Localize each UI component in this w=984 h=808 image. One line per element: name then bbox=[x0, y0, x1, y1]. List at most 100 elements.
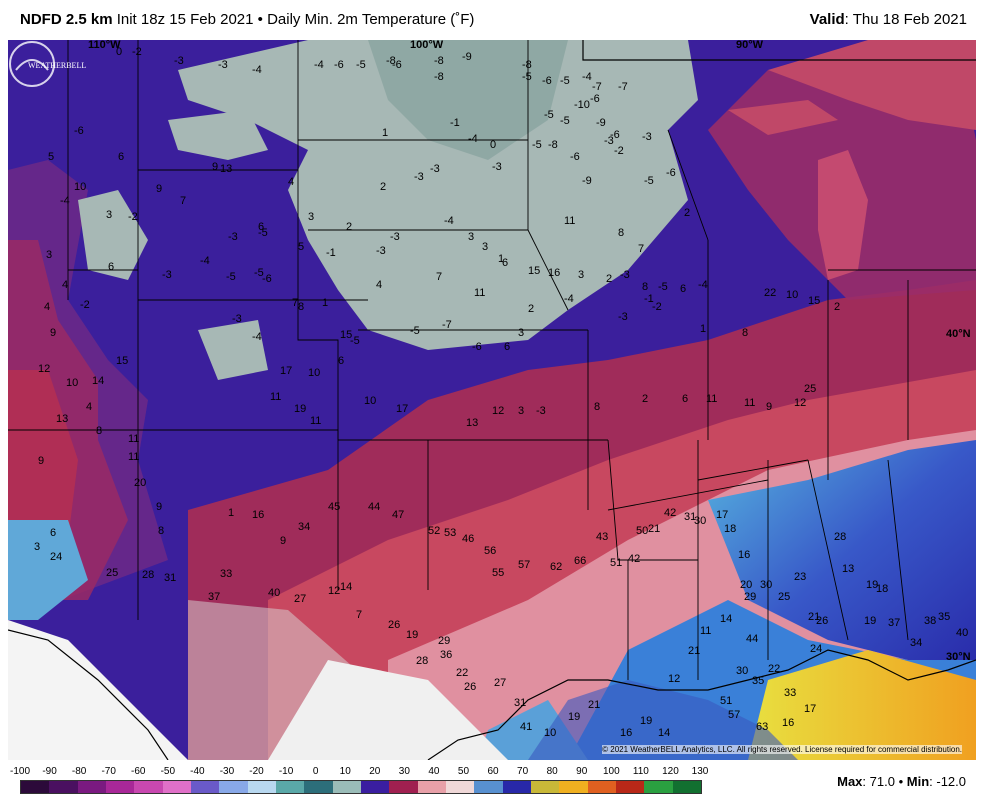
lat-label-30n: 30°N bbox=[946, 651, 971, 663]
station-value-label: 50 bbox=[636, 525, 648, 537]
station-value-label: 35 bbox=[752, 675, 764, 687]
station-value-label: 23 bbox=[794, 571, 806, 583]
station-value-label: 2 bbox=[380, 181, 386, 193]
station-value-label: 7 bbox=[356, 609, 362, 621]
station-value-label: -6 bbox=[610, 129, 620, 141]
colorbar-tick-label: 70 bbox=[517, 766, 529, 777]
station-value-label: -4 bbox=[252, 64, 262, 76]
station-value-label: 24 bbox=[810, 643, 822, 655]
colorbar-tick-label: 30 bbox=[398, 766, 410, 777]
station-value-label: 12 bbox=[668, 673, 680, 685]
station-value-label: 11 bbox=[270, 391, 281, 403]
station-value-label: 2 bbox=[834, 301, 840, 313]
colorbar-tick-label: 0 bbox=[312, 766, 319, 777]
wyoming-cold-patch bbox=[168, 110, 268, 160]
station-value-label: 16 bbox=[252, 509, 264, 521]
colorbar-swatch bbox=[360, 781, 390, 793]
station-value-label: 29 bbox=[744, 591, 756, 603]
station-value-label: -9 bbox=[582, 175, 592, 187]
station-value-label: -3 bbox=[218, 59, 228, 71]
station-value-label: 22 bbox=[456, 667, 468, 679]
bullet-sep: • bbox=[898, 774, 907, 789]
station-value-label: 27 bbox=[494, 677, 506, 689]
colorbar-tick-label: 130 bbox=[691, 766, 709, 777]
colorbar-swatch bbox=[672, 781, 701, 793]
station-value-label: -1 bbox=[450, 117, 460, 129]
station-value-label: -5 bbox=[226, 271, 236, 283]
station-value-label: -8 bbox=[434, 55, 444, 67]
temperature-map[interactable]: 110°W 100°W 90°W 40°N 30°N 0 -2 -3 -3 -4 -4 -6… bbox=[8, 40, 976, 760]
station-value-label: -3 bbox=[492, 161, 502, 173]
station-value-label: 16 bbox=[620, 727, 632, 739]
station-value-label: 3 bbox=[468, 231, 474, 243]
colorbar-swatch bbox=[304, 781, 333, 793]
station-value-label: 9 bbox=[212, 161, 218, 173]
station-value-label: 7 bbox=[180, 195, 186, 207]
station-value-label: -6 bbox=[392, 59, 402, 71]
station-value-label: 12 bbox=[38, 363, 50, 375]
station-value-label: -3 bbox=[414, 171, 424, 183]
station-value-label: -5 bbox=[544, 109, 554, 121]
station-value-label: 19 bbox=[640, 715, 652, 727]
station-value-label: 21 bbox=[648, 523, 660, 535]
station-value-label: -5 bbox=[258, 227, 268, 239]
station-value-label: 17 bbox=[280, 365, 292, 377]
lat-label-40n: 40°N bbox=[946, 328, 971, 340]
station-value-label: 40 bbox=[268, 587, 280, 599]
colorbar-tick-label: -80 bbox=[71, 766, 87, 777]
colorbar bbox=[20, 780, 702, 794]
station-value-label: 43 bbox=[596, 531, 608, 543]
station-value-label: 21 bbox=[588, 699, 600, 711]
logo-ring bbox=[9, 41, 55, 87]
colorbar-tick-label: -70 bbox=[101, 766, 116, 777]
colorbar-tick-label: 10 bbox=[339, 766, 351, 777]
station-value-label: 1 bbox=[498, 253, 504, 265]
station-value-label: 7 bbox=[638, 243, 644, 255]
colorbar-tick-label: 100 bbox=[602, 766, 620, 777]
station-value-label: -3 bbox=[618, 311, 628, 323]
colorbar-tick-label: 80 bbox=[546, 766, 558, 777]
mexico-land-south bbox=[268, 660, 508, 760]
init-time: Init 18z 15 Feb 2021 bbox=[116, 11, 254, 28]
colorbar-tick-label: 50 bbox=[457, 766, 470, 777]
copyright-notice: © 2021 WeatherBELL Analytics, LLC. All r… bbox=[602, 745, 962, 754]
station-value-label: 30 bbox=[694, 515, 706, 527]
lake-superior bbox=[728, 100, 838, 135]
station-value-label: 24 bbox=[50, 551, 62, 563]
station-value-label: 44 bbox=[368, 501, 380, 513]
colorbar-swatch bbox=[474, 781, 503, 793]
station-value-label: -5 bbox=[532, 139, 542, 151]
station-value-label: -2 bbox=[80, 299, 90, 311]
colorbar-tick-label: -20 bbox=[249, 766, 264, 777]
station-value-label: 51 bbox=[720, 695, 732, 707]
station-value-label: 21 bbox=[808, 611, 820, 623]
station-value-label: 31 bbox=[164, 572, 176, 584]
station-value-label: -3 bbox=[228, 231, 238, 243]
station-value-label: -3 bbox=[232, 313, 242, 325]
station-value-label: -5 bbox=[410, 325, 420, 337]
station-value-label: 2 bbox=[642, 393, 648, 405]
station-value-label: 34 bbox=[910, 637, 922, 649]
station-value-label: 55 bbox=[492, 567, 504, 579]
station-value-label: 12 bbox=[794, 397, 806, 409]
station-value-label: 4 bbox=[44, 301, 50, 313]
station-value-label: 2 bbox=[528, 303, 534, 315]
station-value-label: 33 bbox=[784, 687, 796, 699]
state-boundaries bbox=[8, 40, 976, 680]
logo-text: WEATHERBELL bbox=[28, 61, 86, 70]
station-value-label: 20 bbox=[134, 477, 146, 489]
station-value-label: -5 bbox=[560, 115, 570, 127]
colorbar-swatch bbox=[615, 781, 645, 793]
station-value-label: -5 bbox=[658, 281, 668, 293]
station-value-label: 6 bbox=[502, 257, 508, 269]
station-value-label: 4 bbox=[86, 401, 92, 413]
station-value-label: -3 bbox=[642, 131, 652, 143]
map-title: NDFD 2.5 km Init 18z 15 Feb 2021 • Daily… bbox=[20, 11, 474, 28]
station-value-label: -6 bbox=[570, 151, 580, 163]
colorbar-swatch bbox=[417, 781, 446, 793]
station-value-label: 16 bbox=[548, 267, 560, 279]
station-value-label: 10 bbox=[364, 395, 376, 407]
station-value-label: 5 bbox=[298, 241, 304, 253]
station-value-label: 13 bbox=[220, 163, 232, 175]
station-value-label: -4 bbox=[698, 279, 708, 291]
